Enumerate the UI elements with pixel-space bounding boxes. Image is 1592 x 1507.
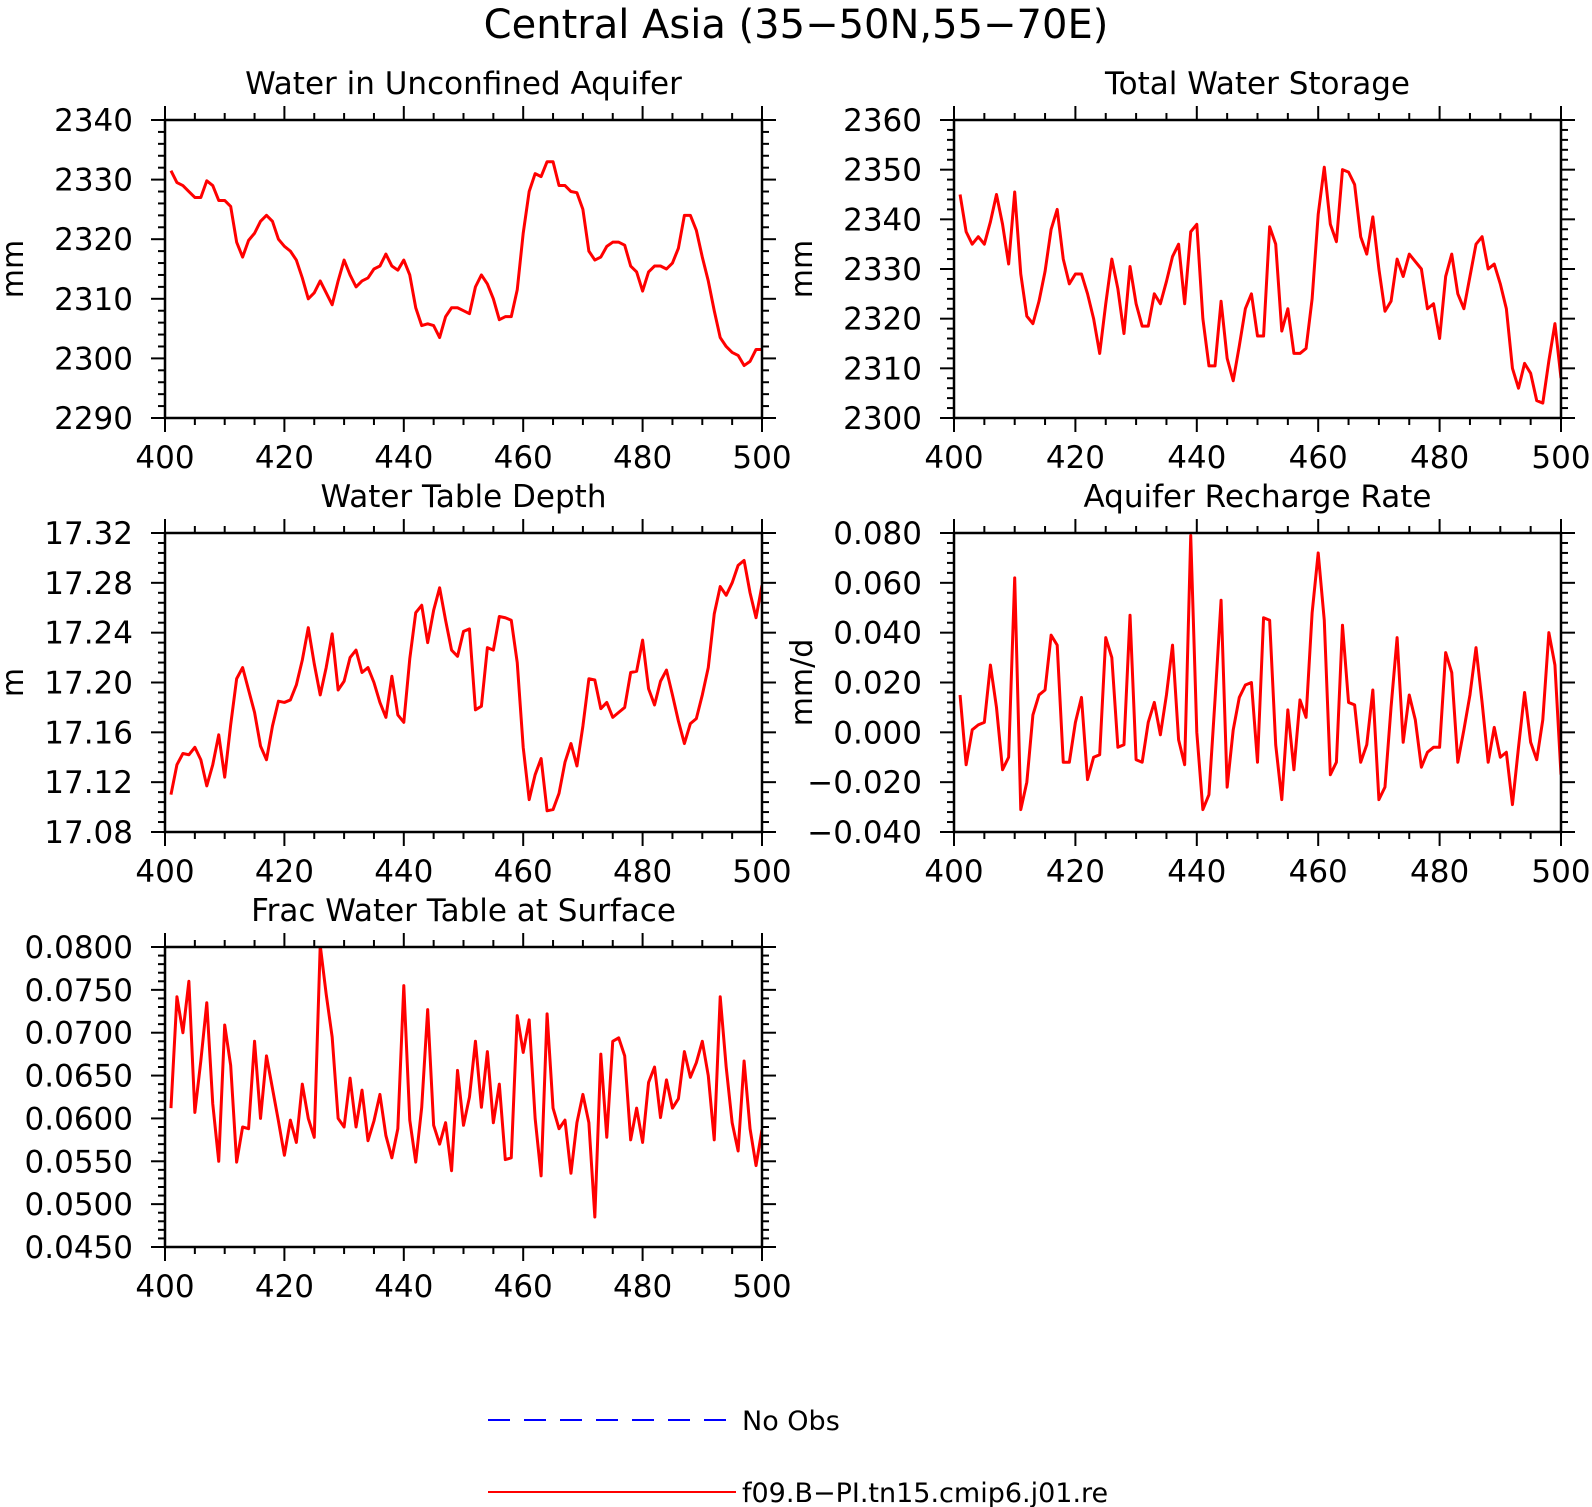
y-tick-label: 0.0450 (25, 1230, 133, 1266)
plot-frame (163, 118, 764, 420)
legend-label-1: No Obs (742, 1406, 840, 1437)
y-tick-label: 17.24 (44, 616, 133, 652)
panel-title: Water in Unconfined Aquifer (245, 66, 682, 102)
y-tick-label: −0.020 (807, 765, 922, 801)
x-tick-label: 480 (1410, 854, 1469, 890)
legend-label-2: f09.B−PI.tn15.cmip6.j01.re (742, 1478, 1108, 1507)
y-axis-label: m (0, 668, 31, 697)
x-tick-label: 440 (374, 440, 433, 476)
y-tick-label: 0.000 (833, 715, 922, 751)
y-tick-label: −0.040 (807, 815, 922, 851)
y-tick-label: 0.0600 (25, 1101, 133, 1137)
x-tick-label: 500 (732, 440, 791, 476)
x-tick-label: 460 (494, 1269, 553, 1305)
y-tick-label: 2290 (54, 401, 133, 437)
y-tick-label: 2350 (843, 153, 922, 189)
series-line-1 (169, 558, 762, 813)
x-tick-label: 480 (613, 854, 672, 890)
y-tick-label: 17.08 (44, 815, 133, 851)
chart-panel-3: Water Table Depth 400 420 440 460 480 500 17.08… (0, 479, 792, 890)
y-tick-label: 2330 (54, 163, 133, 199)
x-tick-label: 440 (1167, 854, 1226, 890)
y-axis-label: mm/d (785, 639, 820, 727)
x-tick-label: 420 (1046, 854, 1105, 890)
x-tick-label: 460 (1289, 854, 1348, 890)
x-tick-label: 480 (613, 1269, 672, 1305)
chart-panel-1: Water in Unconfined Aquifer 400 420 440 460 4… (0, 66, 792, 476)
chart-panel-2: Total Water Storage 400 420 440 460 480 500 230… (785, 66, 1591, 476)
x-tick-label: 400 (135, 440, 194, 476)
y-tick-label: 0.0550 (25, 1144, 133, 1180)
series-line-1 (169, 160, 762, 368)
y-tick-label: 17.12 (44, 765, 133, 801)
y-tick-label: 2310 (843, 351, 922, 387)
y-tick-label: 0.0800 (25, 930, 133, 966)
panel-title: Total Water Storage (1104, 66, 1410, 102)
y-tick-label: 0.0500 (25, 1187, 133, 1223)
panel-title: Aquifer Recharge Rate (1084, 479, 1432, 515)
y-axis-label: mm (785, 240, 820, 298)
y-tick-label: 17.16 (44, 715, 133, 751)
x-tick-label: 400 (135, 1269, 194, 1305)
y-axis-label: mm (0, 240, 31, 298)
x-tick-label: 400 (924, 854, 983, 890)
chart-panel-5: Frac Water Table at Surface 400 420 440 460 4… (25, 893, 792, 1305)
panel-title: Water Table Depth (321, 479, 607, 515)
y-tick-label: 0.020 (833, 666, 922, 702)
x-tick-label: 500 (1531, 854, 1590, 890)
y-tick-label: 2310 (54, 282, 133, 318)
y-tick-label: 2320 (843, 302, 922, 338)
chart-panel-4: Aquifer Recharge Rate 400 420 440 460 480 500 −… (785, 479, 1591, 890)
y-tick-label: 17.32 (44, 516, 133, 552)
y-tick-label: 17.28 (44, 566, 133, 602)
x-tick-label: 420 (255, 1269, 314, 1305)
y-tick-label: 2320 (54, 222, 133, 258)
y-tick-label: 17.20 (44, 666, 133, 702)
x-tick-label: 420 (255, 854, 314, 890)
y-tick-label: 2300 (843, 401, 922, 437)
y-tick-label: 0.0750 (25, 973, 133, 1009)
series-line-1 (169, 947, 762, 1219)
y-tick-label: 2300 (54, 341, 133, 377)
x-tick-label: 460 (1289, 440, 1348, 476)
legend: No Obs f09.B−PI.tn15.cmip6.j01.re (488, 1406, 1108, 1507)
chart-panels: Water in Unconfined Aquifer 400 420 440 460 4… (0, 66, 1591, 1305)
x-tick-label: 440 (374, 1269, 433, 1305)
y-tick-label: 2340 (843, 202, 922, 238)
y-tick-label: 0.040 (833, 616, 922, 652)
x-tick-label: 440 (1167, 440, 1226, 476)
plot-frame (163, 531, 764, 834)
x-tick-label: 420 (255, 440, 314, 476)
x-tick-label: 500 (732, 854, 791, 890)
x-tick-label: 460 (494, 440, 553, 476)
x-tick-label: 480 (1410, 440, 1469, 476)
y-tick-label: 0.060 (833, 566, 922, 602)
y-tick-label: 0.0700 (25, 1016, 133, 1052)
series-line-1 (958, 165, 1561, 405)
x-tick-label: 500 (1531, 440, 1590, 476)
series-line-1 (958, 533, 1561, 812)
figure-title: Central Asia (35−50N,55−70E) (484, 2, 1109, 48)
y-tick-label: 2360 (843, 103, 922, 139)
x-tick-label: 420 (1046, 440, 1105, 476)
plot-frame (163, 945, 764, 1249)
x-tick-label: 400 (135, 854, 194, 890)
x-tick-label: 400 (924, 440, 983, 476)
x-tick-label: 500 (732, 1269, 791, 1305)
y-tick-label: 0.080 (833, 516, 922, 552)
y-tick-label: 2340 (54, 103, 133, 139)
x-tick-label: 480 (613, 440, 672, 476)
x-tick-label: 440 (374, 854, 433, 890)
x-tick-label: 460 (494, 854, 553, 890)
y-tick-label: 2330 (843, 252, 922, 288)
y-tick-label: 0.0650 (25, 1059, 133, 1095)
panel-title: Frac Water Table at Surface (251, 893, 676, 929)
